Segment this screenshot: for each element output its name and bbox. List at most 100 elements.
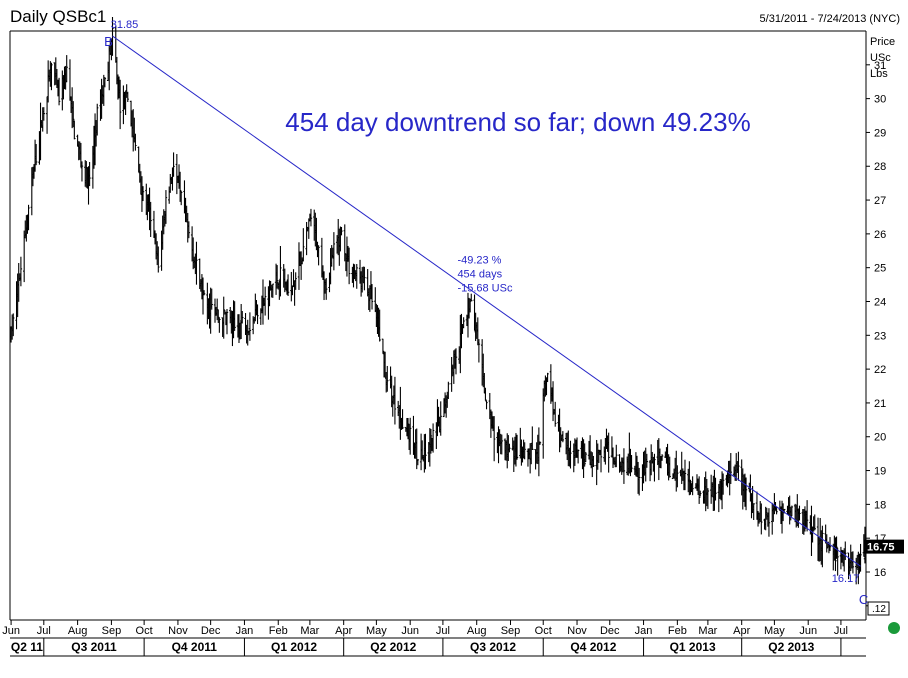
month-label: Jun [2, 625, 20, 637]
x-axis-quarters: Q2 11 Q3 2011 Q4 2011 Q1 2012 Q2 2012 Q3 2012… [11, 638, 842, 656]
price-bar [813, 514, 816, 531]
point-c-label: C [859, 592, 868, 607]
price-bar [340, 226, 343, 236]
price-bar [27, 204, 30, 231]
y-tick-label: 18 [874, 499, 886, 511]
price-bar [454, 348, 458, 375]
point-b-label: B [104, 34, 113, 49]
price-bar [325, 278, 328, 300]
price-bar [164, 190, 168, 224]
x-axis-months: Jun Jul Aug Sep Oct Nov Dec Jan Feb Mar Apr May Jun J… [2, 620, 848, 637]
price-bar [805, 500, 809, 532]
price-bar [202, 290, 206, 296]
price-bar [844, 541, 847, 561]
price-bar [96, 103, 99, 136]
price-bar [660, 454, 664, 461]
price-bar [393, 376, 397, 425]
price-bar [73, 120, 76, 140]
price-bar [19, 256, 23, 287]
price-bar [416, 459, 420, 466]
price-bar [523, 442, 526, 460]
price-bar [218, 317, 221, 333]
month-label: Nov [168, 625, 188, 637]
price-bar [149, 201, 152, 237]
price-bar [462, 317, 465, 329]
price-bar [241, 310, 244, 324]
price-bar [187, 221, 191, 239]
month-label: May [764, 625, 785, 637]
price-bar [286, 274, 290, 296]
price-bar [42, 107, 46, 121]
quarter-label: Q4 2012 [570, 640, 616, 654]
price-bar [470, 293, 473, 302]
price-bar [134, 133, 137, 151]
price-bar [737, 451, 740, 481]
unit-label-price: Price [870, 36, 895, 48]
price-bar [798, 505, 801, 521]
price-bar [538, 441, 542, 445]
price-bar [775, 506, 778, 515]
month-label: Oct [136, 625, 153, 637]
price-bar [50, 62, 53, 91]
price-bar [706, 488, 710, 509]
unit-label-weight: Lbs [870, 68, 888, 80]
price-bar [103, 77, 107, 88]
y-tick-label: 30 [874, 94, 886, 106]
month-label: Feb [269, 625, 288, 637]
price-bar [233, 301, 236, 331]
price-bar [645, 453, 649, 468]
price-bar [515, 434, 519, 460]
price-bar [859, 543, 862, 572]
price-bar [825, 534, 828, 553]
price-bar [546, 372, 549, 383]
price-bar [431, 423, 435, 453]
price-bar [569, 440, 572, 469]
price-bar [118, 79, 122, 130]
price-bar [508, 443, 511, 453]
price-bar [57, 77, 61, 106]
price-bar [744, 477, 748, 511]
scale-label: .12 [872, 604, 886, 615]
price-bar [615, 444, 618, 468]
price-bar [683, 459, 687, 491]
price-bar [531, 426, 534, 450]
price-bar [447, 381, 450, 399]
change-label: -15.68 USc [457, 282, 513, 294]
price-bar [485, 400, 488, 410]
price-bar [691, 476, 694, 496]
price-bar [370, 284, 374, 310]
price-bar [332, 232, 336, 271]
price-bar [484, 387, 487, 401]
month-label: Jul [37, 625, 51, 637]
price-bar [607, 432, 610, 473]
price-bar [248, 312, 252, 341]
price-bar [406, 417, 410, 440]
y-tick-label: 22 [874, 364, 886, 376]
month-label: Jul [834, 625, 848, 637]
price-bar [180, 191, 183, 206]
price-bar [576, 449, 580, 464]
headline-annotation: 454 day downtrend so far; down 49.23% [285, 107, 750, 137]
price-bar [157, 246, 160, 273]
price-bar [714, 477, 717, 501]
quarter-label: Q2 11 [11, 640, 43, 654]
price-bar [68, 59, 72, 101]
y-tick-label: 31 [874, 60, 886, 72]
price-bar [752, 503, 755, 520]
price-bar [72, 101, 75, 128]
price-bar [386, 365, 389, 392]
last-price-value: 16.75 [867, 542, 895, 554]
price-bar [468, 298, 472, 313]
quarter-label: Q1 2013 [670, 640, 716, 654]
price-bar [210, 288, 213, 310]
y-tick-label: 26 [874, 229, 886, 241]
price-bar [429, 428, 433, 454]
y-tick-label: 19 [874, 466, 886, 478]
price-bar [561, 431, 565, 443]
month-label: Mar [698, 625, 717, 637]
price-bar [760, 503, 763, 535]
days-label: 454 days [457, 268, 502, 280]
price-bar [217, 309, 220, 323]
price-bar [347, 247, 351, 285]
price-bar [821, 525, 824, 568]
